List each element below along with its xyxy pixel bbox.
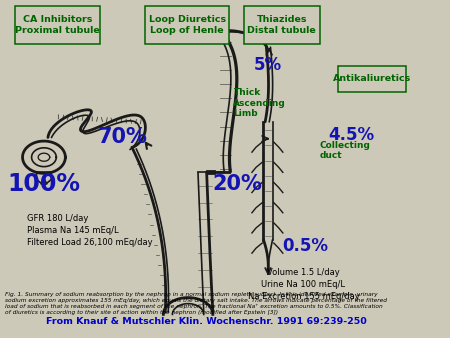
Text: CA Inhibitors
Proximal tubule: CA Inhibitors Proximal tubule: [15, 15, 100, 35]
Text: Collecting
duct: Collecting duct: [320, 141, 371, 160]
Text: Volume 1.5 L/day
Urine Na 100 mEq/L
Na Excretion 155 mEq/day: Volume 1.5 L/day Urine Na 100 mEq/L Na E…: [248, 268, 359, 301]
Text: 100%: 100%: [8, 172, 81, 196]
Text: 4.5%: 4.5%: [328, 126, 374, 144]
Text: Loop Diuretics
Loop of Henle: Loop Diuretics Loop of Henle: [148, 15, 225, 35]
Text: 70%: 70%: [97, 127, 147, 147]
FancyBboxPatch shape: [145, 6, 230, 45]
Text: 5%: 5%: [253, 56, 282, 74]
Text: Fig. 1. Summary of sodium reabsorption by the nephron in a normal sodium replete: Fig. 1. Summary of sodium reabsorption b…: [5, 292, 387, 315]
Text: Thiazides
Distal tubule: Thiazides Distal tubule: [248, 15, 316, 35]
FancyBboxPatch shape: [15, 6, 99, 45]
Text: Antikaliuretics: Antikaliuretics: [333, 74, 412, 83]
Text: 0.5%: 0.5%: [283, 237, 328, 256]
Text: From Knauf & Mutschler Klin. Wochenschr. 1991 69:239-250: From Knauf & Mutschler Klin. Wochenschr.…: [46, 316, 367, 325]
Text: Thick
Ascending
Limb: Thick Ascending Limb: [234, 89, 286, 118]
FancyBboxPatch shape: [338, 66, 406, 92]
Text: 20%: 20%: [212, 174, 262, 194]
FancyBboxPatch shape: [244, 6, 320, 45]
Text: GFR 180 L/day
Plasma Na 145 mEq/L
Filtered Load 26,100 mEq/day: GFR 180 L/day Plasma Na 145 mEq/L Filter…: [27, 214, 153, 247]
